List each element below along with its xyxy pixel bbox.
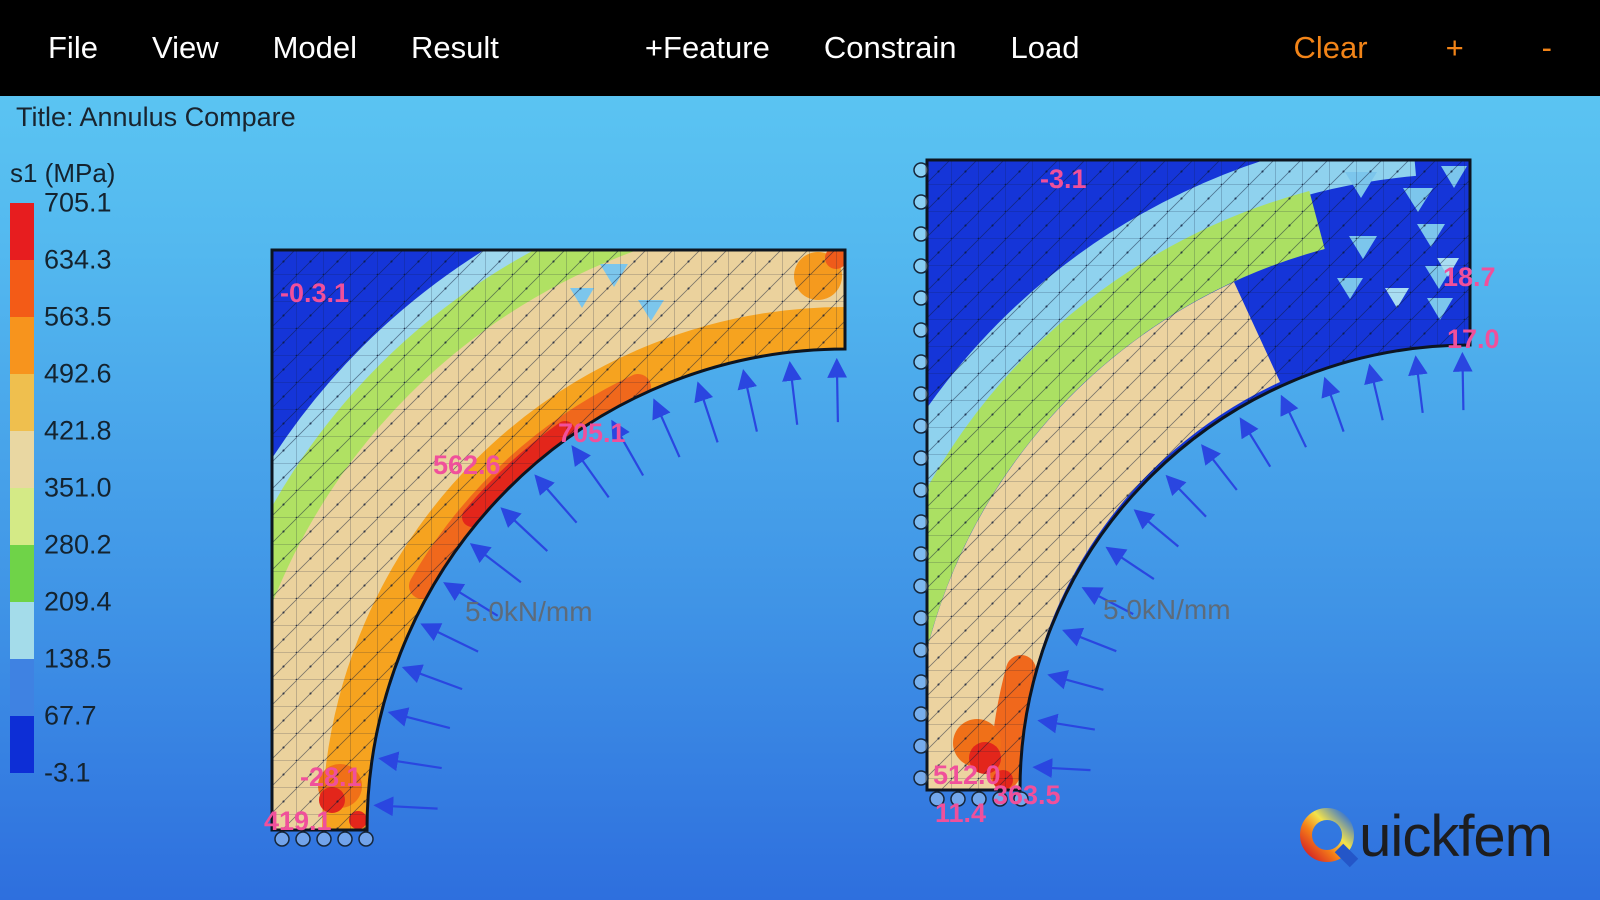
stress-annotation: 419.1 [264, 806, 332, 836]
mesh-outline-left [270, 248, 847, 832]
legend-tick: 563.5 [44, 301, 112, 332]
quickfem-logo: uickfem [1297, 803, 1553, 870]
legend-color-band [10, 716, 34, 773]
stress-legend: s1 (MPa) 705.1 634.3 563.5 492.6 421.8 351.0 2… [10, 158, 134, 788]
legend-tick: 492.6 [44, 358, 112, 389]
legend-color-band [10, 431, 34, 488]
quickfem-q-icon [1300, 807, 1359, 867]
load-value-label: 5.0kN/mm [465, 596, 593, 627]
clear-button[interactable]: Clear [1293, 30, 1368, 65]
menu-constrain[interactable]: Constrain [823, 30, 957, 65]
legend-color-bar [10, 203, 34, 773]
legend-tick: 634.3 [44, 244, 112, 275]
legend-color-band [10, 602, 34, 659]
menu-actions: Clear + - [1293, 30, 1552, 66]
fem-mesh-left [270, 248, 848, 847]
stress-annotation: -3.1 [1040, 164, 1087, 194]
legend-tick: 67.7 [44, 700, 97, 731]
menu-bar: File View Model Result +Feature Constrai… [0, 0, 1600, 96]
legend-color-band [10, 374, 34, 431]
stress-annotation: 17.0 [1447, 324, 1500, 354]
legend-tick: 138.5 [44, 643, 112, 674]
legend-tick: 209.4 [44, 586, 112, 617]
stress-annotation: -0.3.1 [280, 278, 350, 308]
mesh-outline-right [925, 158, 1472, 792]
stress-annotation: 11.4 [935, 798, 987, 828]
menu-load[interactable]: Load [1010, 30, 1080, 65]
menu-model[interactable]: Model [272, 30, 358, 65]
constraint-rollers-right-edge [913, 162, 929, 786]
legend-tick: 351.0 [44, 472, 112, 503]
plot-left[interactable]: -0.3.1 705.1 562.6 -28.1 419.1 5.0kN/mm [264, 248, 850, 848]
fem-mesh-right [913, 158, 1473, 807]
stress-annotation: 18.7 [1443, 262, 1496, 292]
menu-file[interactable]: File [48, 30, 98, 65]
zoom-in-button[interactable]: + [1445, 30, 1464, 65]
legend-color-band [10, 545, 34, 602]
legend-title: s1 (MPa) [10, 158, 116, 188]
legend-color-band [10, 659, 34, 716]
load-arrows-right [1032, 351, 1473, 778]
stress-annotation: -28.1 [300, 762, 362, 792]
model-title: Title: Annulus Compare [16, 102, 296, 132]
legend-tick: -3.1 [44, 757, 91, 788]
zoom-out-button[interactable]: - [1541, 30, 1552, 65]
legend-color-band [10, 488, 34, 545]
menu-result[interactable]: Result [411, 30, 499, 65]
plot-right[interactable]: -3.1 18.7 17.0 512.0 363.5 11.4 5.0kN/mm [913, 158, 1500, 848]
legend-color-band [10, 260, 34, 317]
menu-add-feature[interactable]: +Feature [644, 30, 770, 65]
legend-color-band [10, 203, 34, 260]
load-arrows-left [373, 357, 848, 817]
legend-tick: 705.1 [44, 187, 112, 218]
legend-body: 705.1 634.3 563.5 492.6 421.8 351.0 280.2 209.4… [10, 188, 134, 788]
logo-text: uickfem [1359, 804, 1553, 869]
legend-color-band [10, 317, 34, 374]
menu-view[interactable]: View [151, 30, 219, 65]
legend-tick-labels: 705.1 634.3 563.5 492.6 421.8 351.0 280.2 209.4… [44, 188, 134, 788]
stress-annotation: 363.5 [993, 780, 1061, 810]
stress-annotation: 512.0 [933, 760, 1001, 790]
stress-annotation: 705.1 [558, 418, 626, 448]
constraint-rollers-right-bottom [929, 791, 1029, 807]
constraint-rollers-left-bottom [274, 831, 374, 847]
load-value-label: 5.0kN/mm [1103, 594, 1231, 625]
stress-annotation: 562.6 [433, 450, 501, 480]
legend-tick: 421.8 [44, 415, 112, 446]
legend-tick: 280.2 [44, 529, 112, 560]
